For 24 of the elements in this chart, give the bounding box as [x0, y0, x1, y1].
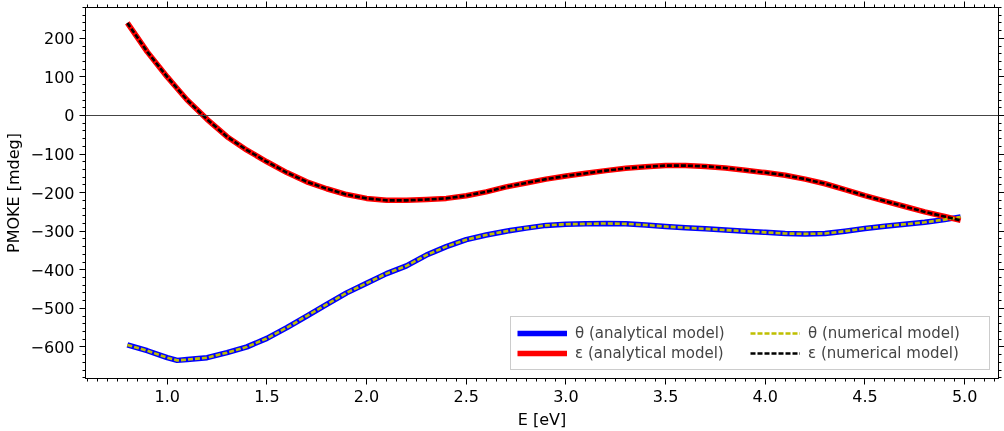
- y-tick-label: 200: [43, 29, 75, 49]
- x-tick-label: 3.5: [652, 386, 679, 406]
- y-tick-label: −500: [30, 299, 75, 319]
- x-tick-label: 4.5: [852, 386, 878, 406]
- y-tick-label: −400: [30, 260, 75, 280]
- x-tick-label: 2.0: [353, 386, 380, 406]
- x-tick-label: 1.0: [154, 386, 180, 406]
- y-tick-label: 100: [43, 67, 75, 87]
- y-axis-title: PMOKE [mdeg]: [3, 133, 23, 253]
- x-tick-label: 1.5: [254, 386, 280, 406]
- y-tick-label: −200: [30, 183, 75, 203]
- x-tick-label: 3.0: [553, 386, 579, 406]
- x-tick-label: 2.5: [453, 386, 479, 406]
- x-axis-title: E [eV]: [517, 409, 567, 429]
- y-tick-label: 0: [64, 106, 75, 126]
- y-tick-label: −300: [30, 222, 75, 242]
- y-tick-label: −600: [30, 337, 75, 357]
- legend-label: θ (numerical model): [808, 324, 961, 342]
- legend-label: ε (analytical model): [575, 344, 725, 362]
- legend-label: θ (analytical model): [575, 324, 726, 342]
- legend-label: ε (numerical model): [808, 344, 960, 362]
- x-tick-label: 5.0: [951, 386, 978, 406]
- x-tick-label: 4.0: [752, 386, 778, 406]
- y-tick-label: −100: [30, 145, 75, 165]
